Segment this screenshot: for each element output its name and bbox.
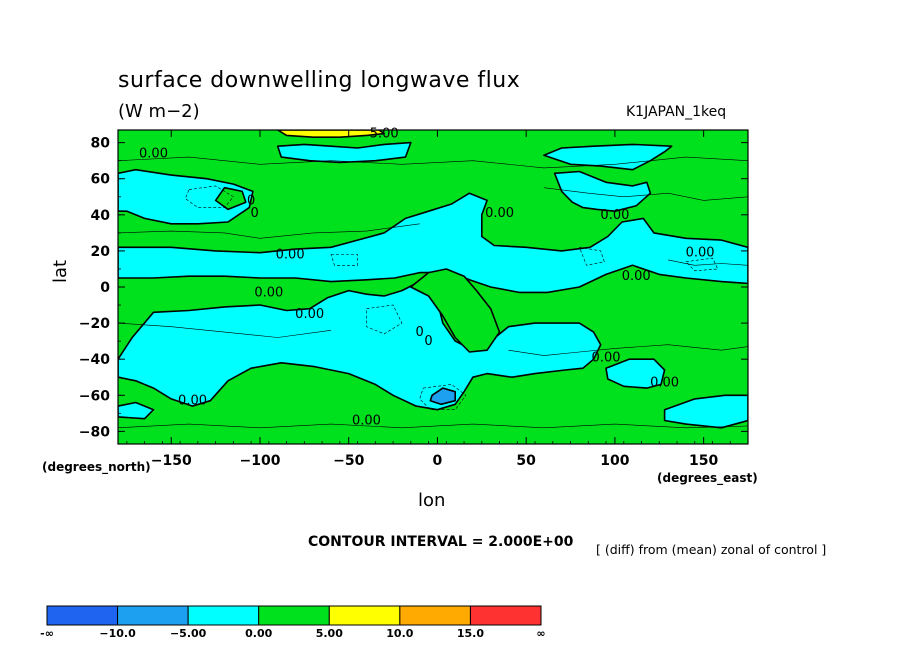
y-tick-label: 80	[91, 136, 111, 152]
contour-label: 0.00	[592, 350, 621, 365]
y-tick-label: 40	[91, 208, 111, 224]
y-tick-label: −80	[79, 424, 110, 440]
colorbar-swatch	[328, 605, 401, 626]
region-african-positive	[409, 268, 501, 353]
region-europe-negative	[276, 141, 412, 164]
thin-contour-pacific-east	[668, 259, 748, 266]
colorbar-swatch	[469, 605, 542, 626]
contour-label: 0	[251, 206, 259, 221]
y-axis-unit: (degrees_north)	[42, 460, 151, 474]
colorbar-label: 15.0	[457, 627, 484, 640]
contour-interval-note: CONTOUR INTERVAL = 2.000E+00	[308, 534, 574, 550]
x-tick-label: −150	[151, 453, 192, 469]
dashed-tropic-east	[578, 246, 605, 266]
region-south-west-pacific	[118, 401, 155, 420]
contour-label: 0.00	[178, 394, 207, 409]
chart-units: (W m−2)	[118, 101, 200, 122]
colorbar-label: −10.0	[99, 627, 136, 640]
x-tick-label: 150	[689, 453, 718, 469]
contour-label: 0.00	[622, 269, 651, 284]
region-tropical-band	[118, 192, 748, 294]
contour-label: 0.00	[295, 307, 324, 322]
y-tick-label: −20	[79, 316, 110, 332]
thin-contour-southern-ocean	[118, 423, 748, 429]
colorbar-label: 5.00	[316, 627, 343, 640]
contour-label: 0.00	[254, 285, 283, 300]
region-asia-negative	[553, 170, 652, 212]
x-tick-label: −50	[333, 453, 364, 469]
colorbar-swatch	[117, 605, 189, 626]
plot-frame: −150 −100 −50 0 50 100 150 80 60 40 20 0 −20 −40 −60 −8…	[79, 129, 749, 469]
dashed-pacific-east	[685, 257, 719, 272]
colorbar-label: 10.0	[386, 627, 413, 640]
contour-label: 0.00	[650, 376, 679, 391]
contour-label: 0	[416, 325, 424, 340]
region-southern-ocean-east	[663, 394, 748, 429]
plot-area	[118, 130, 748, 444]
y-tick-label: 0	[100, 280, 110, 296]
contour-label: 0	[424, 334, 432, 349]
contour-label: 0.00	[485, 206, 514, 221]
contour-label: 0.00	[139, 146, 168, 161]
colorbar-label: ∞	[536, 627, 545, 640]
y-tick-label: 20	[91, 244, 111, 260]
difference-description: [ (diff) from (mean) zonal of control ]	[596, 542, 827, 557]
thin-contour-south	[118, 322, 332, 338]
x-tick-label: 100	[600, 453, 629, 469]
contour-label: 5.00	[370, 127, 399, 142]
colorbar-swatch	[399, 605, 471, 626]
y-tick-label: −60	[79, 388, 110, 404]
chart-title: surface downwelling longwave flux	[118, 68, 521, 93]
thin-contour-asia	[543, 187, 748, 201]
run-label: K1JAPAN_1keq	[626, 104, 727, 120]
colorbar: -∞ −10.0 −5.00 0.00 5.00 10.0 15.0 ∞	[40, 605, 546, 640]
region-north-pacific-negative	[118, 168, 254, 225]
dashed-tropic-west	[330, 254, 358, 266]
contour-label: 0.00	[686, 246, 715, 261]
colorbar-swatch	[46, 605, 119, 626]
x-tick-label: 50	[516, 453, 536, 469]
region-antarctic-ocean-negative	[429, 387, 457, 406]
dashed-central	[366, 304, 403, 335]
x-tick-label: 0	[433, 453, 443, 469]
x-axis-label: lon	[418, 490, 446, 511]
y-tick-label: 60	[91, 172, 111, 188]
region-central-pacific-positive	[214, 186, 247, 211]
contour-label: 0.00	[352, 414, 381, 429]
colorbar-label: 0.00	[245, 627, 272, 640]
contour-label: 0.00	[276, 248, 305, 263]
colorbar-swatch	[187, 605, 260, 626]
dashed-north-pacific	[185, 185, 234, 208]
region-southern-tropics	[118, 280, 602, 411]
contour-label: 0.00	[600, 208, 629, 223]
thin-contour-north	[118, 156, 748, 169]
y-tick-label: −40	[79, 352, 110, 368]
colorbar-label: −5.00	[170, 627, 207, 640]
region-south-indian-ocean	[605, 358, 666, 389]
colorbar-swatch	[258, 605, 330, 626]
x-tick-label: −100	[239, 453, 280, 469]
thin-contour-south-atlantic	[508, 344, 748, 356]
thin-contour-mid-north	[118, 223, 420, 239]
x-axis-unit: (degrees_east)	[657, 471, 758, 485]
colorbar-label: -∞	[40, 627, 54, 640]
contour-label: 0	[247, 193, 255, 208]
